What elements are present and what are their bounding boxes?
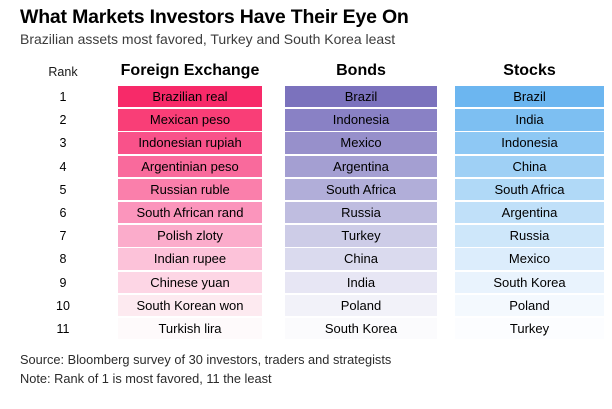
rank-value: 4 <box>59 159 67 174</box>
table-row: 5 Russian ruble South Africa South Africa <box>0 178 612 202</box>
cell-fx: Argentinian peso <box>118 155 262 177</box>
rank-value: 6 <box>59 205 67 220</box>
source-note: Source: Bloomberg survey of 30 investors… <box>20 352 392 367</box>
rank-value: 5 <box>59 182 67 197</box>
table-row: 10 South Korean won Poland Poland <box>0 294 612 318</box>
cell-fx: Mexican peso <box>118 109 262 131</box>
cell-stocks: Mexico <box>455 248 604 270</box>
rank-value: 9 <box>59 275 67 290</box>
table-row: 8 Indian rupee China Mexico <box>0 248 612 271</box>
cell-bonds: Turkey <box>285 225 437 247</box>
cell-bonds: South Korea <box>285 317 437 340</box>
cell-bonds: India <box>285 271 437 293</box>
table-row: 1 Brazilian real Brazil Brazil <box>0 86 612 109</box>
cell-fx: Russian ruble <box>118 178 262 201</box>
cell-fx: South African rand <box>118 201 262 224</box>
cell-bonds: Argentina <box>285 155 437 177</box>
table-row: 11 Turkish lira South Korea Turkey <box>0 317 612 341</box>
cell-stocks: Brazil <box>455 86 604 108</box>
rank-value: 11 <box>56 321 70 336</box>
column-header-stocks: Stocks <box>503 62 556 79</box>
cell-bonds: China <box>285 248 437 270</box>
table-row: 2 Mexican peso Indonesia India <box>0 109 612 132</box>
table-row: 4 Argentinian peso Argentina China <box>0 155 612 179</box>
cell-fx: Indonesian rupiah <box>118 132 262 154</box>
cell-stocks: Argentina <box>455 201 604 224</box>
cell-fx: Chinese yuan <box>118 271 262 293</box>
cell-bonds: Brazil <box>285 86 437 108</box>
page-title: What Markets Investors Have Their Eye On <box>20 6 409 28</box>
cell-bonds: Russia <box>285 201 437 224</box>
cell-bonds: South Africa <box>285 178 437 201</box>
rank-table: Rank Foreign Exchange Bonds Stocks 1 Braz… <box>0 60 612 340</box>
rank-value: 10 <box>56 298 70 313</box>
table-header-row: Rank Foreign Exchange Bonds Stocks <box>0 60 612 86</box>
table-row: 3 Indonesian rupiah Mexico Indonesia <box>0 132 612 155</box>
cell-stocks: China <box>455 155 604 177</box>
cell-fx: Turkish lira <box>118 317 262 340</box>
table-row: 6 South African rand Russia Argentina <box>0 201 612 225</box>
cell-stocks: Indonesia <box>455 132 604 154</box>
cell-stocks: South Korea <box>455 271 604 293</box>
cell-bonds: Poland <box>285 294 437 317</box>
cell-stocks: Poland <box>455 294 604 317</box>
column-header-bonds: Bonds <box>336 62 386 79</box>
cell-bonds: Mexico <box>285 132 437 154</box>
cell-fx: South Korean won <box>118 294 262 317</box>
cell-stocks: South Africa <box>455 178 604 201</box>
cell-fx: Polish zloty <box>118 225 262 247</box>
methodology-note: Note: Rank of 1 is most favored, 11 the … <box>20 371 272 386</box>
cell-fx: Brazilian real <box>118 86 262 108</box>
page-subtitle: Brazilian assets most favored, Turkey an… <box>20 31 396 47</box>
footer: Source: Bloomberg survey of 30 investors… <box>20 350 600 388</box>
cell-fx: Indian rupee <box>118 248 262 270</box>
rank-value: 7 <box>59 229 67 244</box>
table-body: 1 Brazilian real Brazil Brazil 2 Mexican peso… <box>0 86 612 341</box>
cell-stocks: Turkey <box>455 317 604 340</box>
table-row: 9 Chinese yuan India South Korea <box>0 271 612 295</box>
cell-stocks: Russia <box>455 225 604 247</box>
cell-bonds: Indonesia <box>285 109 437 131</box>
cell-stocks: India <box>455 109 604 131</box>
rank-value: 2 <box>59 113 67 128</box>
rank-value: 8 <box>59 252 67 267</box>
column-header-rank: Rank <box>48 65 78 79</box>
rank-value: 1 <box>59 90 67 104</box>
rank-value: 3 <box>59 136 67 151</box>
table-row: 7 Polish zloty Turkey Russia <box>0 225 612 248</box>
column-header-foreign-exchange: Foreign Exchange <box>120 62 260 79</box>
